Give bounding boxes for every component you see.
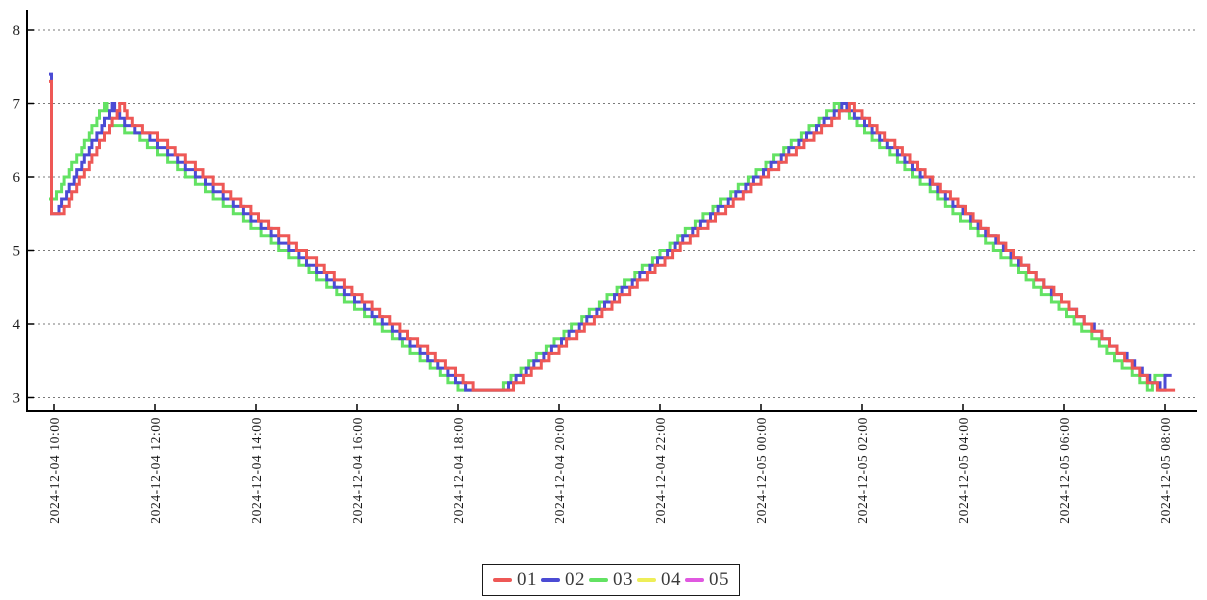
legend-label: 05 [709, 569, 729, 590]
legend-item-04: 04 [637, 569, 681, 591]
legend-item-05: 05 [685, 569, 729, 591]
x-tick-label: 2024-12-04 22:00 [653, 417, 668, 524]
legend-label: 03 [613, 569, 633, 590]
x-tick-label: 2024-12-04 20:00 [552, 417, 567, 524]
legend-swatch-03 [589, 578, 608, 582]
x-tick-label: 2024-12-04 10:00 [47, 417, 62, 524]
y-tick-label: 5 [13, 244, 21, 260]
legend-swatch-01 [493, 578, 512, 582]
series-line-02 [49, 72, 1172, 392]
series-line-01 [49, 79, 1176, 392]
x-tick-label: 2024-12-04 14:00 [249, 417, 264, 524]
x-tick-label: 2024-12-04 18:00 [451, 417, 466, 524]
legend-label: 02 [565, 569, 585, 590]
legend-item-02: 02 [541, 569, 585, 591]
legend-label: 04 [661, 569, 681, 590]
x-tick-label: 2024-12-05 08:00 [1158, 417, 1173, 524]
legend-swatch-04 [637, 578, 656, 582]
y-tick-label: 6 [13, 170, 21, 186]
legend-label: 01 [517, 569, 537, 590]
legend-item-01: 01 [493, 569, 537, 591]
y-tick-label: 8 [13, 23, 21, 39]
legend-swatch-02 [541, 578, 560, 582]
y-tick-label: 7 [13, 97, 21, 113]
x-tick-label: 2024-12-04 12:00 [148, 417, 163, 524]
legend-item-03: 03 [589, 569, 633, 591]
legend-swatch-05 [685, 578, 704, 582]
series-line-03 [49, 102, 1168, 392]
x-tick-label: 2024-12-05 04:00 [956, 417, 971, 524]
x-tick-label: 2024-12-05 02:00 [855, 417, 870, 524]
x-tick-label: 2024-12-05 00:00 [754, 417, 769, 524]
y-tick-label: 4 [13, 317, 21, 333]
legend: 01 02 03 04 05 [482, 564, 740, 596]
x-tick-label: 2024-12-04 16:00 [350, 417, 365, 524]
x-tick-label: 2024-12-05 06:00 [1057, 417, 1072, 524]
y-tick-label: 3 [13, 391, 21, 407]
